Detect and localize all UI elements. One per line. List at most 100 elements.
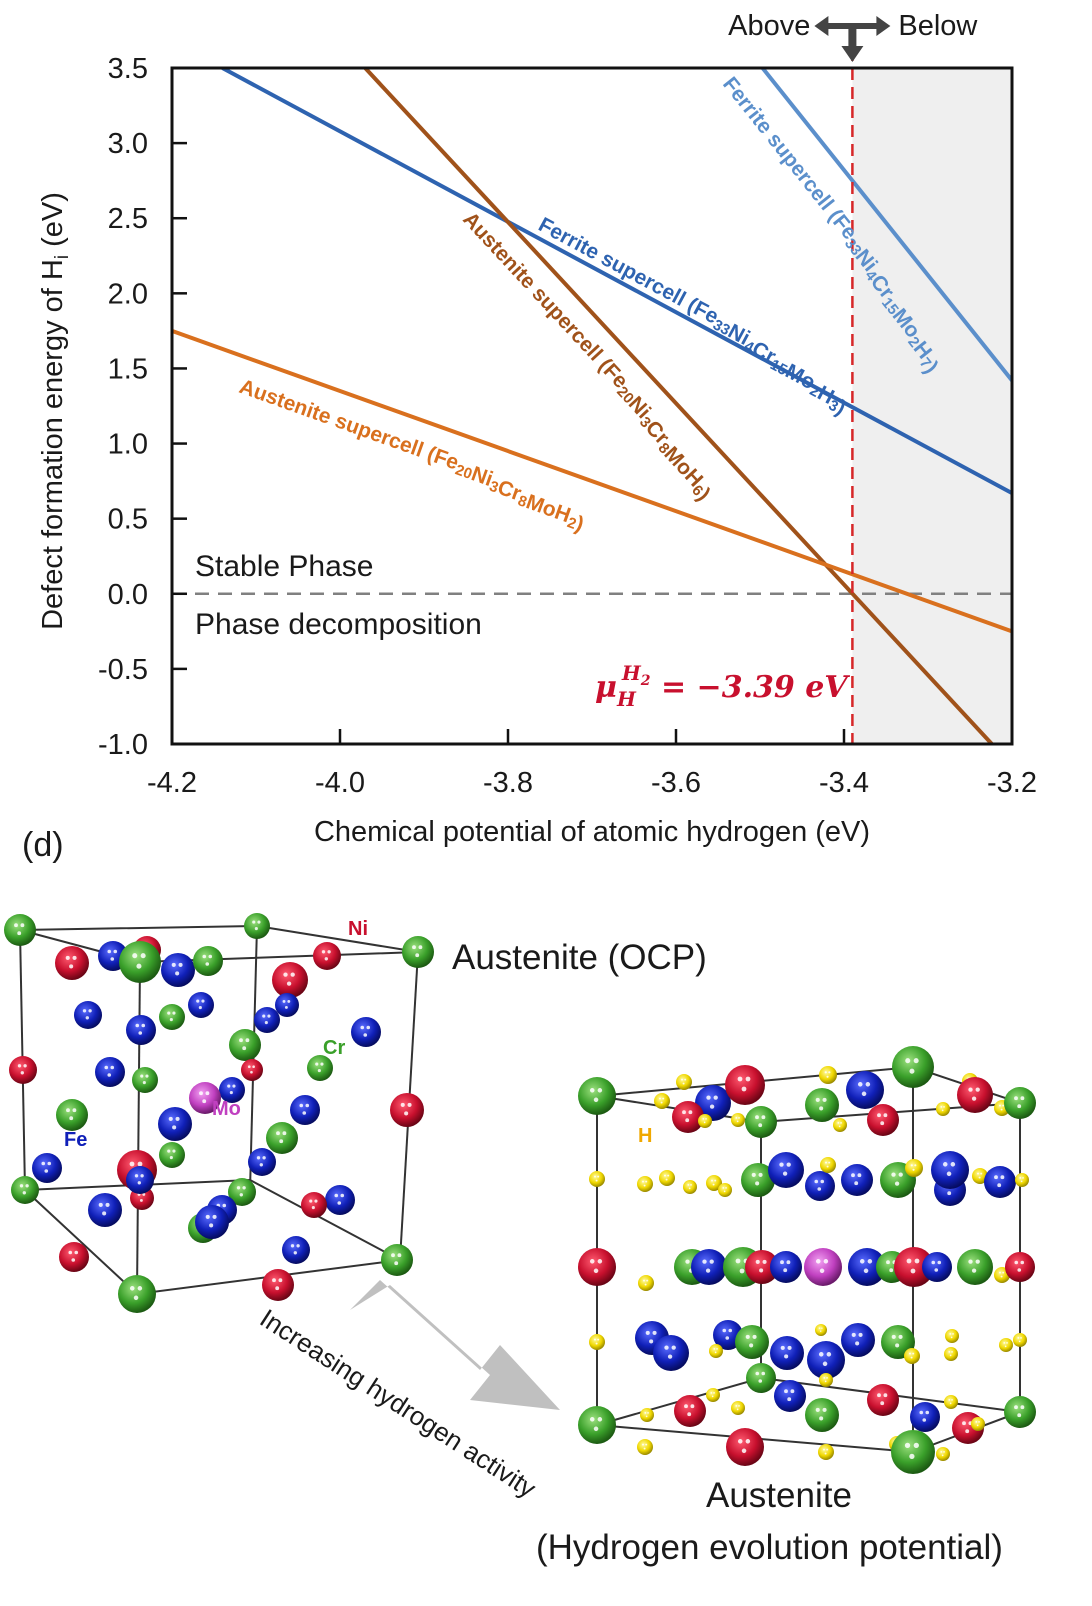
chromium-atom [735, 1325, 769, 1359]
chromium-atom [307, 1055, 333, 1081]
hydrogen-atom [589, 1171, 605, 1187]
iron-atom [984, 1166, 1016, 1198]
chromium-atom [159, 1004, 185, 1030]
y-tick-label: 1.5 [108, 353, 148, 385]
hydrogen-atom [1013, 1333, 1027, 1347]
iron-atom [161, 953, 195, 987]
hydrogen-atom [904, 1348, 920, 1364]
hydrogen-atom [698, 1114, 712, 1128]
hydrogen-atom [944, 1347, 958, 1361]
chromium-atom [119, 941, 161, 983]
chromium-atom [381, 1244, 413, 1276]
chromium-atom [56, 1099, 88, 1131]
x-tick-label: -4.2 [147, 767, 197, 799]
y-axis-title-unit: (eV) [37, 192, 69, 255]
iron-atom [770, 1336, 804, 1370]
nickel-atom [301, 1192, 327, 1218]
chromium-atom [741, 1163, 775, 1197]
hydrogen-atom [589, 1334, 605, 1350]
nickel-atom [59, 1242, 89, 1272]
hydrogen-atom [683, 1180, 697, 1194]
chromium-atom [892, 1046, 934, 1088]
nickel-atom [745, 1250, 779, 1284]
austenite-hep-title-line1: Austenite [706, 1476, 852, 1515]
above-label: Above [728, 10, 810, 42]
mu-h2-annotation: μHH2 = −3.39 eV [595, 661, 850, 711]
x-tick-label: -3.6 [651, 767, 701, 799]
three-way-arrow-icon [814, 16, 891, 62]
nickel-atom [9, 1056, 37, 1084]
hydrogen-atom [820, 1157, 836, 1173]
chromium-atom [159, 1142, 185, 1168]
nickel-atom [578, 1248, 616, 1286]
hydrogen-atom [818, 1444, 834, 1460]
chromium-atom [266, 1122, 298, 1154]
nickel-atom [674, 1395, 706, 1427]
iron-atom [931, 1151, 969, 1189]
chromium-atom [745, 1106, 777, 1138]
mu-value: = −3.39 eV [651, 670, 851, 705]
increasing-activity-arrow-icon [350, 1280, 560, 1410]
chromium-atom [1004, 1396, 1036, 1428]
iron-atom [807, 1341, 845, 1379]
iron-atom [290, 1095, 320, 1125]
y-tick-label: -0.5 [98, 654, 148, 686]
x-tick-label: -3.2 [987, 767, 1037, 799]
iron-atom [805, 1171, 835, 1201]
hydrogen-atom [819, 1066, 837, 1084]
hydrogen-atom [819, 1373, 833, 1387]
nickel-atom [1005, 1252, 1035, 1282]
hydrogen-atom [706, 1175, 722, 1191]
y-tick-label: 3.0 [108, 128, 148, 160]
chromium-atom [1004, 1087, 1036, 1119]
iron-atom [770, 1251, 802, 1283]
iron-atom [653, 1335, 689, 1371]
x-tick-label: -3.8 [483, 767, 533, 799]
hydrogen-atom [971, 1417, 985, 1431]
hydrogen-atom [706, 1388, 720, 1402]
hydrogen-atom [676, 1074, 692, 1090]
nickel-atom [390, 1093, 424, 1127]
mu-subscript: H [616, 687, 637, 711]
iron-atom [774, 1380, 806, 1412]
austenite-hep-supercell [578, 1046, 1036, 1474]
iron-atom [910, 1402, 940, 1432]
element-label-ni: Ni [348, 918, 368, 940]
chromium-atom [4, 914, 36, 946]
austenite-ocp-title: Austenite (OCP) [452, 938, 707, 977]
y-tick-label: -1.0 [98, 729, 148, 761]
hydrogen-atom [731, 1113, 745, 1127]
element-label-h: H [638, 1125, 652, 1147]
y-tick-label: 0.5 [108, 504, 148, 536]
hydrogen-atom [731, 1401, 745, 1415]
nickel-atom [957, 1077, 993, 1113]
hydrogen-atom [709, 1344, 723, 1358]
hydrogen-atom [999, 1338, 1013, 1352]
mu-superscript: H [621, 661, 642, 685]
iron-atom [95, 1057, 125, 1087]
panel-label-d: (d) [22, 826, 64, 864]
nickel-atom [262, 1269, 294, 1301]
nickel-atom [894, 1247, 934, 1287]
molybdenum-atom [804, 1248, 842, 1286]
iron-atom [695, 1085, 731, 1121]
hydrogen-atom [905, 1159, 923, 1177]
chromium-atom [244, 913, 270, 939]
series-line-ferrite-h7 [760, 68, 1012, 382]
hydrogen-atom [944, 1395, 958, 1409]
austenite-hep-title-line2: (Hydrogen evolution potential) [536, 1528, 1003, 1567]
hydrogen-atom [936, 1447, 950, 1461]
cell-edge [136, 961, 141, 1295]
below-label: Below [898, 10, 978, 42]
atomic-structures-illustration: Increasing hydrogen activity Ni Cr Mo Fe… [4, 913, 1036, 1504]
nickel-atom [725, 1065, 765, 1105]
mu-superscript-sub: 2 [640, 673, 651, 689]
y-tick-label: 2.5 [108, 203, 148, 235]
nickel-atom [241, 1059, 263, 1081]
hydrogen-atom [637, 1439, 653, 1455]
hydrogen-atom [640, 1408, 654, 1422]
nickel-atom [726, 1428, 764, 1466]
hydrogen-atom [1015, 1173, 1029, 1187]
chromium-atom [578, 1406, 616, 1444]
iron-atom [922, 1252, 952, 1282]
